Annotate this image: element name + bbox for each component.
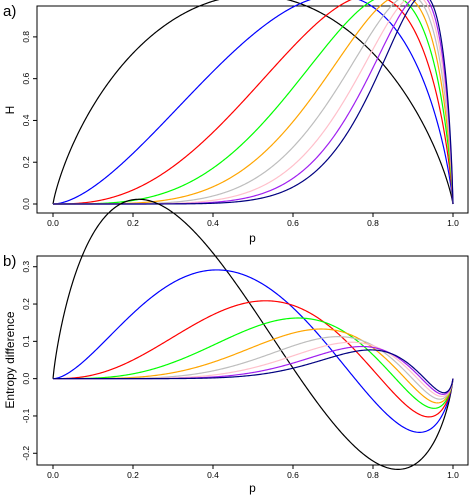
panel-a-letter: a) — [3, 3, 16, 20]
panel-b-x-ticks: 0.0 0.2 0.4 0.6 0.8 1.0 — [47, 465, 459, 480]
y-tick-label: 0.4 — [21, 114, 31, 126]
series-line — [53, 317, 454, 409]
series-line — [53, 300, 454, 418]
x-tick-label: 0.6 — [287, 470, 299, 480]
y-tick-label: 0.1 — [21, 335, 31, 347]
panel-a-y-axis-title: H — [3, 106, 17, 115]
panel-b: b) 0.0 0.2 0.4 0.6 0.8 1.0 -0.2-0.10.00.10.20… — [3, 198, 469, 495]
x-tick-label: 0.0 — [47, 470, 59, 480]
series-line — [52, 198, 454, 470]
series-line — [53, 0, 454, 205]
x-tick-label: 0.0 — [47, 218, 59, 228]
y-tick-label: 0.3 — [21, 261, 31, 273]
y-tick-label: 0.6 — [21, 72, 31, 84]
x-tick-label: 0.4 — [207, 470, 219, 480]
y-tick-label: 0.2 — [21, 156, 31, 168]
x-tick-label: 0.8 — [367, 218, 379, 228]
panel-a-x-axis-title: p — [249, 231, 256, 245]
y-tick-label: -0.1 — [21, 408, 31, 423]
series-line — [52, 269, 454, 433]
x-tick-label: 0.2 — [127, 470, 139, 480]
panel-a: a) 0.0 0.2 0.4 0.6 0.8 1.0 0.00.20.40.60.8 p … — [3, 0, 469, 245]
panel-b-y-axis-title: Entropy difference — [3, 311, 17, 408]
y-tick-label: -0.2 — [21, 446, 31, 461]
y-tick-label: 0.0 — [21, 198, 31, 210]
x-tick-label: 0.8 — [367, 470, 379, 480]
panel-b-y-ticks: -0.2 -0.1 0.0 0.1 0.2 0.3 — [21, 261, 37, 461]
y-tick-label: 0.0 — [21, 372, 31, 384]
series-line — [53, 0, 454, 205]
x-tick-label: 0.2 — [127, 218, 139, 228]
panel-a-x-ticks: 0.0 0.2 0.4 0.6 0.8 1.0 — [47, 213, 459, 228]
panel-a-series — [52, 0, 454, 205]
x-tick-label: 1.0 — [447, 470, 459, 480]
y-tick-label: 0.2 — [21, 298, 31, 310]
y-tick-label: 0.8 — [21, 31, 31, 43]
series-line — [52, 0, 454, 205]
series-line — [53, 349, 454, 394]
x-tick-label: 0.6 — [287, 218, 299, 228]
panel-a-plot-frame — [36, 5, 469, 214]
series-line — [53, 0, 454, 205]
series-line — [53, 0, 454, 205]
panel-b-x-axis-title: p — [249, 481, 256, 495]
series-line — [52, 0, 454, 205]
panel-b-plot-frame — [36, 255, 469, 466]
x-tick-label: 0.4 — [207, 218, 219, 228]
panel-b-letter: b) — [3, 253, 16, 270]
panel-b-series — [52, 198, 454, 470]
x-tick-label: 1.0 — [447, 218, 459, 228]
panel-a-y-ticks: 0.0 0.2 0.4 0.6 0.8 — [21, 31, 37, 210]
series-line — [53, 0, 454, 205]
series-line — [53, 0, 454, 205]
series-line — [53, 0, 454, 205]
